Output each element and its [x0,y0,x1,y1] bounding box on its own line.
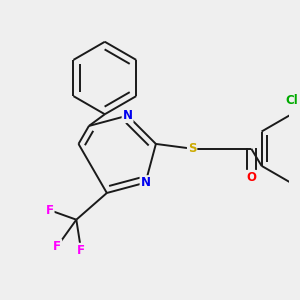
Text: N: N [140,176,151,189]
Text: S: S [188,142,197,155]
Text: Cl: Cl [285,94,298,106]
Text: O: O [246,171,256,184]
Text: F: F [46,204,54,217]
Text: F: F [53,240,61,253]
Text: F: F [77,244,85,257]
Text: N: N [123,109,133,122]
